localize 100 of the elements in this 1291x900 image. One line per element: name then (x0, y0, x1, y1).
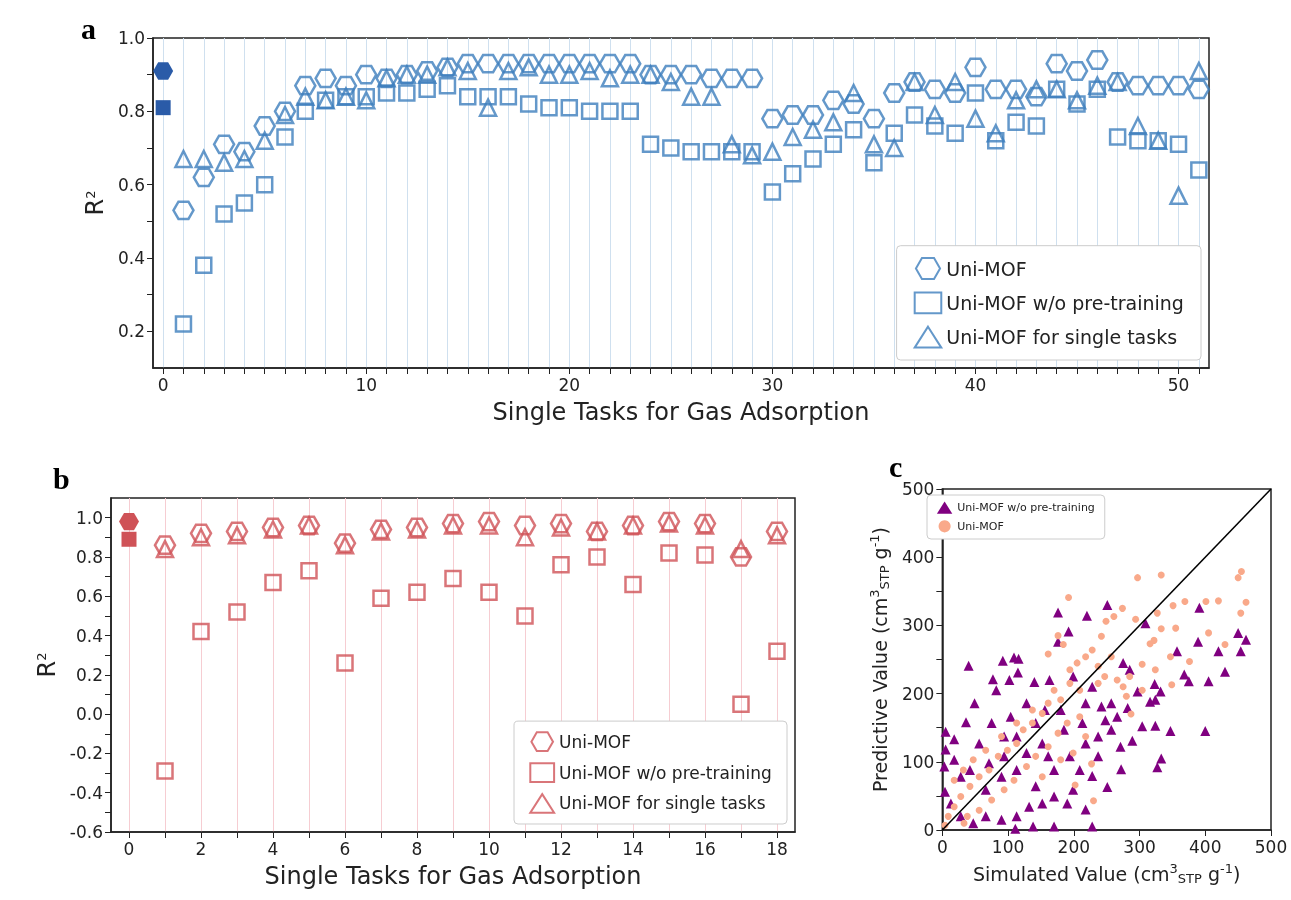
point (641, 135, 660, 154)
point (1128, 116, 1148, 136)
point (174, 315, 193, 333)
point (984, 79, 1008, 100)
point (742, 146, 762, 165)
point (456, 53, 480, 74)
point (119, 512, 139, 531)
point (729, 547, 753, 567)
point (946, 124, 964, 143)
point (560, 65, 579, 84)
point (1088, 80, 1107, 99)
point (702, 87, 721, 106)
point (768, 642, 786, 660)
point (192, 167, 216, 188)
x-tick-label: 500 (1254, 836, 1288, 857)
point (478, 98, 498, 117)
point (398, 84, 416, 102)
y-tick-label: 500 (901, 479, 935, 499)
point (517, 53, 540, 74)
point (276, 128, 294, 146)
x-tick-label: 100 (991, 836, 1025, 857)
point (601, 102, 619, 121)
point (885, 124, 903, 143)
point (1190, 161, 1208, 179)
point (966, 84, 985, 102)
point (943, 83, 967, 103)
point (882, 83, 906, 103)
point (227, 526, 247, 545)
x-tick-label: 8 (411, 838, 423, 859)
point (558, 53, 581, 74)
point (580, 61, 599, 81)
point (235, 149, 254, 169)
y-axis-title: R2 (32, 652, 61, 678)
point (153, 62, 174, 80)
x-tick-label: 300 (1123, 836, 1156, 857)
point (497, 53, 520, 74)
y-tick-label: 0.4 (75, 625, 103, 646)
point (372, 589, 390, 607)
point (408, 583, 426, 602)
point (682, 142, 700, 161)
point (722, 135, 742, 154)
point (783, 164, 802, 183)
point (761, 108, 784, 129)
point (824, 135, 843, 154)
point (822, 90, 845, 111)
point (767, 526, 787, 545)
point (191, 528, 211, 547)
point (966, 109, 985, 128)
point (824, 113, 843, 132)
x-tick-label: 10 (478, 838, 500, 859)
y-tick-label: 0.2 (75, 664, 103, 685)
point (357, 87, 375, 106)
point (723, 142, 741, 161)
point (519, 95, 538, 113)
point (539, 65, 559, 84)
point (480, 583, 498, 602)
point (499, 87, 518, 106)
point (479, 516, 499, 535)
point (515, 528, 535, 547)
point (228, 603, 246, 621)
point (537, 53, 561, 74)
point (618, 53, 642, 74)
point (479, 87, 497, 106)
point (801, 105, 825, 125)
point (659, 64, 683, 85)
point (215, 205, 233, 223)
point (1167, 75, 1190, 96)
point (214, 153, 234, 172)
point (783, 127, 802, 147)
point (781, 105, 804, 125)
point (964, 57, 987, 78)
point (864, 135, 884, 154)
x-tick-label: 400 (1189, 836, 1222, 857)
point (844, 120, 863, 139)
legend-label: Uni-MOF (957, 519, 1004, 533)
point (696, 546, 714, 564)
point (235, 194, 254, 212)
x-axis-title: Single Tasks for Gas Adsorption (492, 398, 870, 427)
point (1187, 79, 1211, 100)
y-tick-label: -0.2 (69, 743, 103, 764)
x-tick-label: 16 (694, 838, 716, 859)
y-tick-label: 1.0 (75, 507, 103, 528)
point (1006, 91, 1026, 110)
point (1088, 76, 1107, 95)
point (255, 175, 274, 194)
y-tick-label: 0.0 (75, 704, 103, 725)
point (1086, 50, 1109, 70)
point (740, 68, 764, 89)
point (621, 102, 639, 121)
y-tick-label: 0.6 (117, 174, 145, 195)
y-tick-label: 300 (901, 615, 935, 636)
point (172, 200, 195, 221)
point (356, 91, 376, 110)
point (551, 518, 571, 537)
point (1108, 128, 1127, 146)
point (519, 58, 538, 77)
point (1068, 95, 1086, 113)
point (552, 556, 570, 574)
y-axis-title: Predictive Value (cm3STP g-1) (867, 526, 892, 793)
point (720, 68, 744, 89)
